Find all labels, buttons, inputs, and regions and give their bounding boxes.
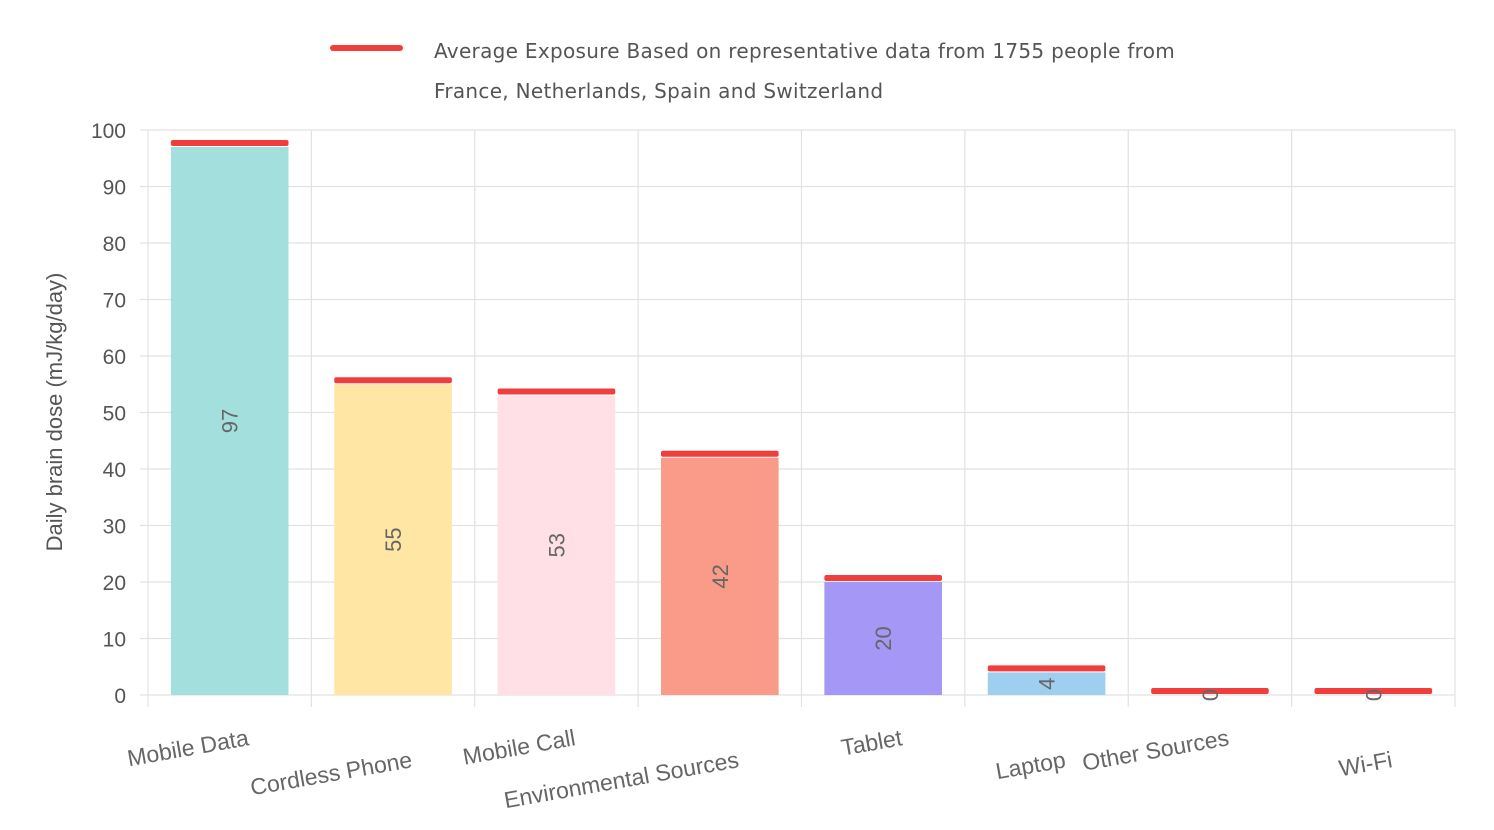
average-exposure-marker[interactable] (1151, 688, 1269, 694)
legend[interactable]: Average Exposure Based on representative… (330, 39, 1175, 103)
legend-label-line-2: France, Netherlands, Spain and Switzerla… (434, 79, 883, 103)
y-tick-label: 80 (103, 233, 126, 256)
y-tick-label: 10 (103, 629, 126, 652)
data-label: 0 (1361, 689, 1386, 701)
x-tick-label: Laptop (994, 746, 1068, 784)
average-exposure-marker[interactable] (170, 139, 289, 146)
y-tick-label: 20 (103, 572, 126, 595)
y-tick-label: 60 (103, 346, 126, 369)
average-exposure-lines (170, 139, 1433, 694)
legend-label-line-1: Average Exposure Based on representative… (434, 39, 1175, 63)
y-tick-label: 90 (103, 177, 126, 200)
y-axis-ticks: 0 10 20 30 40 50 60 70 80 90 100 (91, 120, 148, 708)
bars (170, 146, 1106, 695)
bar[interactable] (824, 582, 943, 695)
data-label: 4 (1035, 678, 1060, 690)
average-exposure-marker[interactable] (660, 450, 779, 457)
y-tick-label: 70 (103, 290, 126, 313)
average-exposure-marker[interactable] (824, 575, 943, 581)
x-tick-label: Mobile Call (461, 724, 578, 769)
y-tick-label: 50 (103, 403, 126, 426)
bar[interactable] (660, 457, 779, 695)
data-label: 0 (1198, 689, 1223, 701)
average-exposure-marker[interactable] (334, 377, 452, 384)
x-tick-label: Wi-Fi (1337, 746, 1394, 781)
bar[interactable] (987, 672, 1106, 695)
data-label: 97 (218, 409, 243, 433)
x-tick-label: Other Sources (1080, 724, 1231, 775)
y-tick-label: 30 (103, 516, 126, 539)
average-exposure-marker[interactable] (1314, 688, 1433, 694)
data-label: 55 (381, 527, 406, 551)
y-tick-label: 100 (91, 120, 126, 143)
x-tick-label: Cordless Phone (248, 746, 414, 800)
x-tick-label: Tablet (839, 724, 905, 760)
x-tick-label: Mobile Data (125, 724, 251, 771)
data-labels: 97 55 53 42 20 4 0 0 (218, 409, 1387, 701)
bar[interactable] (497, 395, 616, 695)
average-exposure-marker[interactable] (497, 388, 616, 395)
legend-swatch (330, 45, 403, 51)
average-exposure-marker[interactable] (987, 665, 1106, 672)
data-label: 42 (708, 564, 733, 588)
bar[interactable] (334, 384, 452, 695)
data-label: 53 (544, 533, 569, 557)
bar[interactable] (170, 146, 289, 695)
y-axis-label: Daily brain dose (mJ/kg/day) (42, 273, 67, 552)
data-label: 20 (871, 626, 896, 650)
y-tick-label: 0 (114, 685, 126, 708)
y-tick-label: 40 (103, 459, 126, 482)
